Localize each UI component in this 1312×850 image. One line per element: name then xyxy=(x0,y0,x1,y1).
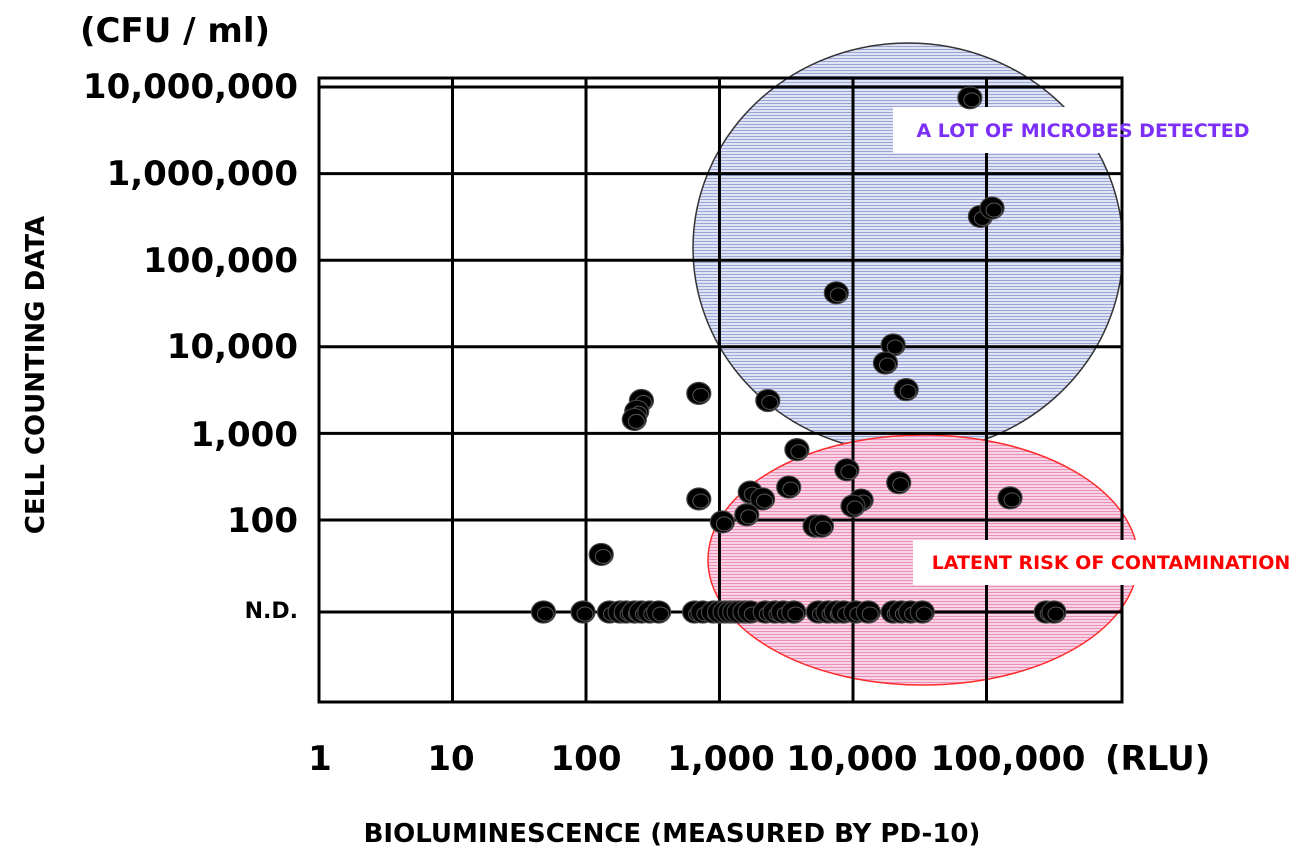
data-point-26 xyxy=(997,486,1023,510)
data-point-2-ring xyxy=(985,202,1003,218)
y-tick-label-1000000: 1,000,000 xyxy=(107,154,298,194)
data-point-5 xyxy=(872,351,899,375)
nd-point-22-ring xyxy=(787,606,805,622)
data-point-20 xyxy=(734,503,760,527)
contamination-annotation: LATENT RISK OF CONTAMINATION xyxy=(932,552,1291,574)
data-point-24 xyxy=(808,514,835,538)
data-point-11-ring xyxy=(761,394,779,410)
data-point-22 xyxy=(709,510,735,534)
x-tick-label-10000: 10,000 xyxy=(786,739,917,779)
y-tick-label-1000: 1,000 xyxy=(190,415,298,455)
data-point-12 xyxy=(784,438,810,462)
nd-point-0-ring xyxy=(536,606,554,622)
data-point-16-ring xyxy=(846,500,864,516)
data-point-22-ring xyxy=(715,516,733,532)
data-point-10-ring xyxy=(692,387,710,403)
data-point-12-ring xyxy=(790,444,808,460)
data-point-10 xyxy=(686,381,712,405)
data-point-2 xyxy=(979,196,1005,220)
y-tick-label-nd: N.D. xyxy=(245,599,298,624)
x-unit-label: (RLU) xyxy=(1105,739,1210,779)
y-axis-title: CELL COUNTING DATA xyxy=(21,216,51,534)
microbes-label-box xyxy=(893,107,1107,153)
data-point-24-ring xyxy=(814,520,832,536)
data-point-26-ring xyxy=(1003,492,1021,508)
data-point-21-ring xyxy=(692,493,710,509)
y-tick-label-100000: 100,000 xyxy=(143,241,298,281)
y-tick-label-10000: 10,000 xyxy=(167,327,298,367)
nd-point-32 xyxy=(909,600,935,624)
nd-point-1-ring xyxy=(576,606,594,622)
data-point-16 xyxy=(840,494,866,518)
data-point-19-ring xyxy=(756,493,774,509)
data-point-17 xyxy=(776,475,802,499)
nd-point-22 xyxy=(781,600,807,624)
data-points xyxy=(530,86,1067,624)
data-point-13 xyxy=(834,458,860,482)
x-tick-label-1000: 1,000 xyxy=(667,739,775,779)
y-tick-label-100: 100 xyxy=(227,501,298,541)
nd-point-0 xyxy=(530,600,557,624)
nd-point-28-ring xyxy=(861,606,879,622)
nd-point-1 xyxy=(570,600,596,624)
x-tick-label-100: 100 xyxy=(551,739,622,779)
data-point-17-ring xyxy=(782,481,800,497)
data-point-3-ring xyxy=(829,287,847,303)
y-unit-label: (CFU / ml) xyxy=(80,11,270,51)
data-point-0 xyxy=(957,86,983,110)
nd-point-28 xyxy=(855,600,881,624)
plot-frame xyxy=(317,76,1124,704)
data-point-6-ring xyxy=(899,384,917,400)
data-point-11 xyxy=(755,388,781,413)
microbes-annotation: A LOT OF MICROBES DETECTED xyxy=(916,120,1249,142)
data-point-25 xyxy=(588,542,614,567)
data-point-21 xyxy=(686,487,712,511)
data-point-14-ring xyxy=(892,477,910,493)
data-point-3 xyxy=(823,281,849,305)
x-tick-label-10: 10 xyxy=(427,739,474,779)
data-point-19 xyxy=(749,487,776,511)
x-tick-label-1: 1 xyxy=(308,739,332,779)
nd-point-8 xyxy=(646,600,672,624)
data-point-4-ring xyxy=(886,339,904,355)
nd-point-8-ring xyxy=(652,606,670,622)
x-axis-title: BIOLUMINESCENCE (MEASURED BY PD-10) xyxy=(364,819,981,849)
nd-point-34 xyxy=(1041,600,1067,624)
data-point-14 xyxy=(886,471,912,495)
data-point-13-ring xyxy=(840,464,858,480)
nd-point-32-ring xyxy=(915,606,933,622)
x-tick-label-100000: 100,000 xyxy=(931,739,1086,779)
y-tick-label-10000000: 10,000,000 xyxy=(83,67,298,107)
data-point-9 xyxy=(621,407,647,432)
data-point-20-ring xyxy=(740,509,758,525)
data-point-5-ring xyxy=(878,357,896,373)
data-point-25-ring xyxy=(594,548,612,564)
data-point-0-ring xyxy=(963,92,981,108)
data-point-9-ring xyxy=(627,413,645,429)
contamination-label-box xyxy=(913,540,1300,585)
data-point-6 xyxy=(893,378,919,402)
nd-point-34-ring xyxy=(1047,606,1065,622)
